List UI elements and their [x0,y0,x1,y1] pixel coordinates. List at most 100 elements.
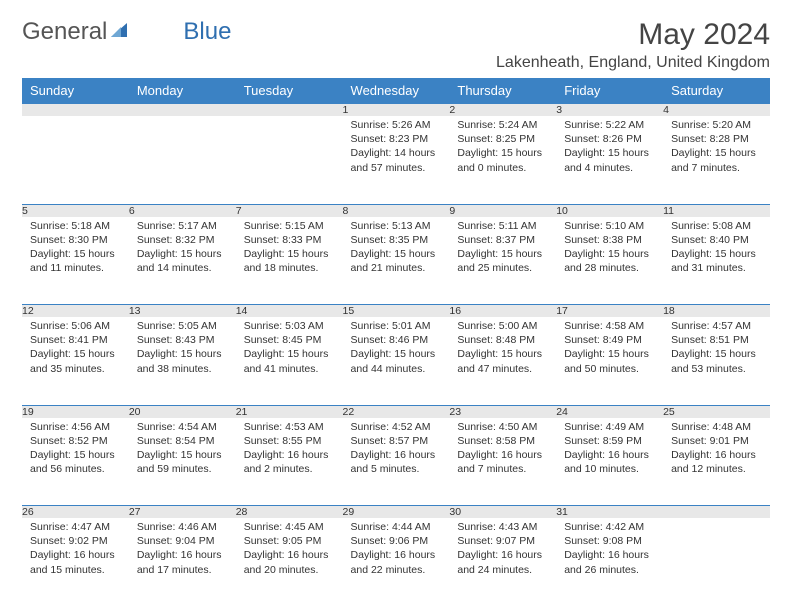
day-cell [663,518,770,606]
day-cell: Sunrise: 4:58 AMSunset: 8:49 PMDaylight:… [556,317,663,405]
weekday-header: Friday [556,78,663,104]
day-number: 5 [22,204,129,217]
daylight-text: Daylight: 15 hours and 14 minutes. [137,247,228,275]
daylight-text: Daylight: 16 hours and 5 minutes. [351,448,442,476]
daylight-text: Daylight: 15 hours and 11 minutes. [30,247,121,275]
day-number: 2 [449,104,556,117]
day-content-row: Sunrise: 5:18 AMSunset: 8:30 PMDaylight:… [22,217,770,305]
day-cell: Sunrise: 5:13 AMSunset: 8:35 PMDaylight:… [343,217,450,305]
sunset-text: Sunset: 8:57 PM [351,434,442,448]
sunrise-text: Sunrise: 4:52 AM [351,420,442,434]
day-number: 15 [343,305,450,318]
weekday-header: Wednesday [343,78,450,104]
sunrise-text: Sunrise: 5:15 AM [244,219,335,233]
day-number: 20 [129,405,236,418]
day-number: 11 [663,204,770,217]
day-content-row: Sunrise: 4:56 AMSunset: 8:52 PMDaylight:… [22,418,770,506]
daylight-text: Daylight: 16 hours and 24 minutes. [457,548,548,576]
day-cell: Sunrise: 5:03 AMSunset: 8:45 PMDaylight:… [236,317,343,405]
day-number: 16 [449,305,556,318]
day-number: 28 [236,506,343,519]
day-cell: Sunrise: 5:15 AMSunset: 8:33 PMDaylight:… [236,217,343,305]
daylight-text: Daylight: 15 hours and 18 minutes. [244,247,335,275]
day-cell: Sunrise: 4:42 AMSunset: 9:08 PMDaylight:… [556,518,663,606]
daylight-text: Daylight: 15 hours and 44 minutes. [351,347,442,375]
sunset-text: Sunset: 9:05 PM [244,534,335,548]
day-cell: Sunrise: 4:52 AMSunset: 8:57 PMDaylight:… [343,418,450,506]
daylight-text: Daylight: 15 hours and 41 minutes. [244,347,335,375]
sunset-text: Sunset: 8:37 PM [457,233,548,247]
day-cell: Sunrise: 5:18 AMSunset: 8:30 PMDaylight:… [22,217,129,305]
day-number [663,506,770,519]
sunset-text: Sunset: 9:07 PM [457,534,548,548]
day-cell: Sunrise: 5:00 AMSunset: 8:48 PMDaylight:… [449,317,556,405]
location: Lakenheath, England, United Kingdom [496,54,770,72]
day-cell: Sunrise: 5:06 AMSunset: 8:41 PMDaylight:… [22,317,129,405]
sunrise-text: Sunrise: 5:18 AM [30,219,121,233]
sunset-text: Sunset: 8:46 PM [351,333,442,347]
day-number: 14 [236,305,343,318]
sunrise-text: Sunrise: 4:48 AM [671,420,762,434]
sunset-text: Sunset: 8:38 PM [564,233,655,247]
day-number: 31 [556,506,663,519]
sunset-text: Sunset: 8:51 PM [671,333,762,347]
daylight-text: Daylight: 15 hours and 47 minutes. [457,347,548,375]
sunrise-text: Sunrise: 5:05 AM [137,319,228,333]
weekday-header: Sunday [22,78,129,104]
daylight-text: Daylight: 15 hours and 59 minutes. [137,448,228,476]
day-cell: Sunrise: 5:22 AMSunset: 8:26 PMDaylight:… [556,116,663,204]
header: General Blue May 2024 Lakenheath, Englan… [22,18,770,72]
sunrise-text: Sunrise: 5:26 AM [351,118,442,132]
day-number-row: 567891011 [22,204,770,217]
sunrise-text: Sunrise: 5:01 AM [351,319,442,333]
day-number: 6 [129,204,236,217]
sunset-text: Sunset: 8:58 PM [457,434,548,448]
daylight-text: Daylight: 16 hours and 15 minutes. [30,548,121,576]
day-cell: Sunrise: 4:44 AMSunset: 9:06 PMDaylight:… [343,518,450,606]
sail-icon [109,18,131,46]
day-cell: Sunrise: 5:10 AMSunset: 8:38 PMDaylight:… [556,217,663,305]
sunset-text: Sunset: 8:28 PM [671,132,762,146]
daylight-text: Daylight: 15 hours and 56 minutes. [30,448,121,476]
daylight-text: Daylight: 16 hours and 7 minutes. [457,448,548,476]
sunrise-text: Sunrise: 5:03 AM [244,319,335,333]
sunrise-text: Sunrise: 4:42 AM [564,520,655,534]
sunrise-text: Sunrise: 4:54 AM [137,420,228,434]
day-number: 3 [556,104,663,117]
day-number: 30 [449,506,556,519]
day-cell: Sunrise: 5:20 AMSunset: 8:28 PMDaylight:… [663,116,770,204]
sunset-text: Sunset: 8:54 PM [137,434,228,448]
day-cell: Sunrise: 4:57 AMSunset: 8:51 PMDaylight:… [663,317,770,405]
day-number [236,104,343,117]
sunrise-text: Sunrise: 4:47 AM [30,520,121,534]
day-number [22,104,129,117]
daylight-text: Daylight: 16 hours and 26 minutes. [564,548,655,576]
sunset-text: Sunset: 8:23 PM [351,132,442,146]
day-number: 22 [343,405,450,418]
sunset-text: Sunset: 9:08 PM [564,534,655,548]
daylight-text: Daylight: 15 hours and 4 minutes. [564,146,655,174]
daylight-text: Daylight: 15 hours and 35 minutes. [30,347,121,375]
sunrise-text: Sunrise: 4:58 AM [564,319,655,333]
sunset-text: Sunset: 9:04 PM [137,534,228,548]
day-cell: Sunrise: 5:26 AMSunset: 8:23 PMDaylight:… [343,116,450,204]
day-number: 27 [129,506,236,519]
sunset-text: Sunset: 8:52 PM [30,434,121,448]
day-cell: Sunrise: 5:11 AMSunset: 8:37 PMDaylight:… [449,217,556,305]
sunset-text: Sunset: 8:25 PM [457,132,548,146]
sunset-text: Sunset: 8:55 PM [244,434,335,448]
sunrise-text: Sunrise: 5:24 AM [457,118,548,132]
sunrise-text: Sunrise: 4:46 AM [137,520,228,534]
day-cell: Sunrise: 4:53 AMSunset: 8:55 PMDaylight:… [236,418,343,506]
day-content-row: Sunrise: 5:06 AMSunset: 8:41 PMDaylight:… [22,317,770,405]
daylight-text: Daylight: 15 hours and 28 minutes. [564,247,655,275]
day-cell: Sunrise: 4:47 AMSunset: 9:02 PMDaylight:… [22,518,129,606]
sunrise-text: Sunrise: 5:06 AM [30,319,121,333]
logo-text-2: Blue [183,18,231,46]
day-number: 25 [663,405,770,418]
weekday-header: Tuesday [236,78,343,104]
sunset-text: Sunset: 8:43 PM [137,333,228,347]
day-cell: Sunrise: 4:43 AMSunset: 9:07 PMDaylight:… [449,518,556,606]
sunrise-text: Sunrise: 4:45 AM [244,520,335,534]
day-cell: Sunrise: 5:24 AMSunset: 8:25 PMDaylight:… [449,116,556,204]
